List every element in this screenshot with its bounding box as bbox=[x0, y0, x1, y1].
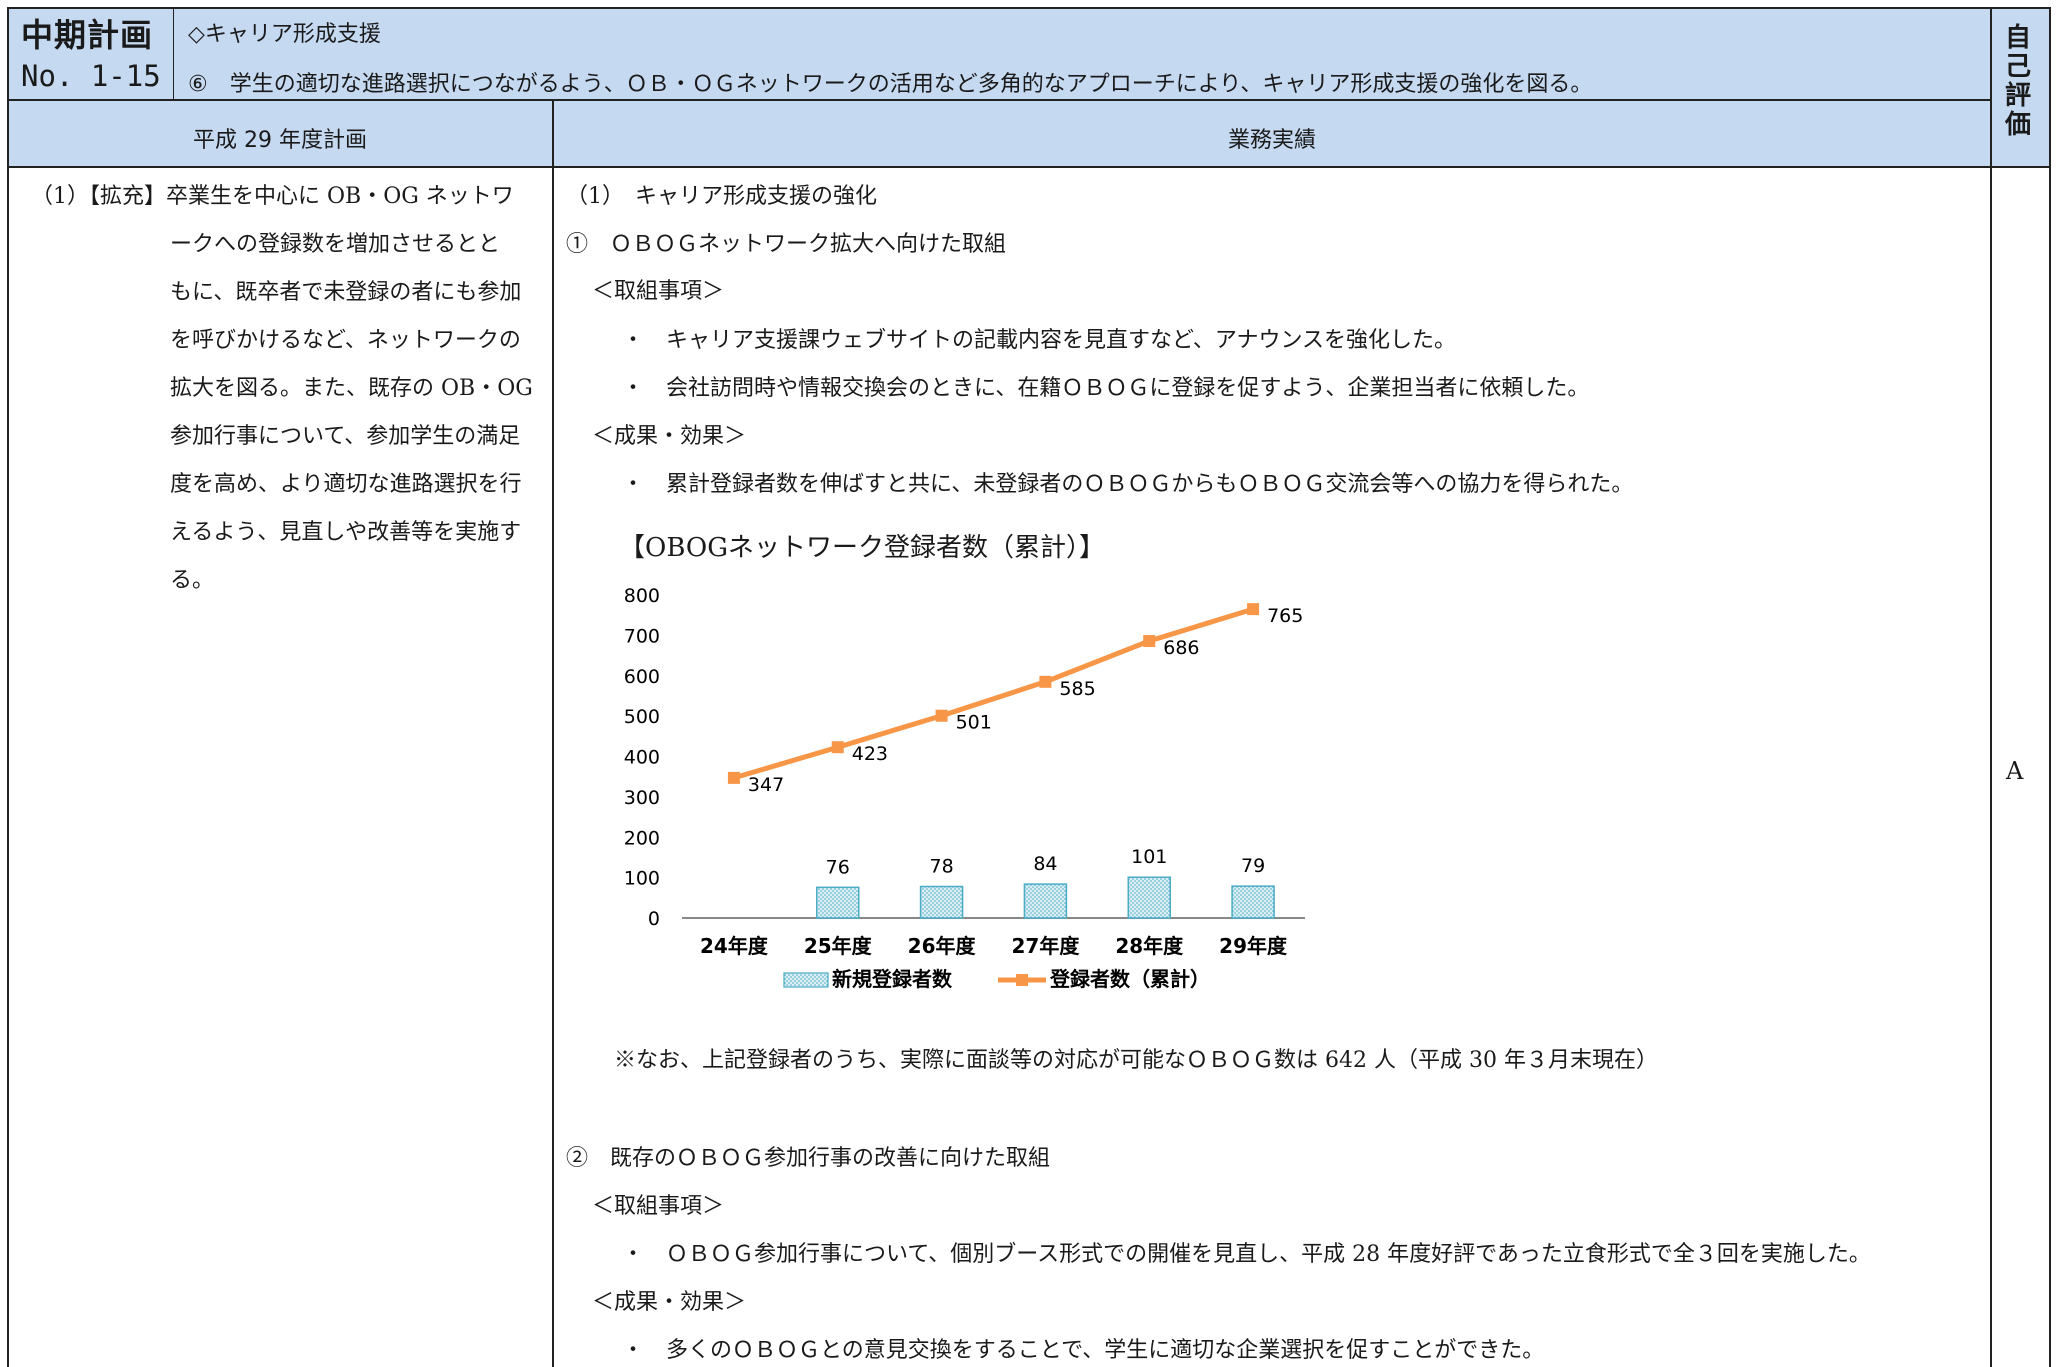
self-eval-char: 自 bbox=[2004, 23, 2031, 53]
plan-line: 拡大を図る。また、既存の OB・OG bbox=[170, 376, 533, 401]
legend-label: 登録者数（累計） bbox=[1049, 967, 1210, 991]
chart-title: 【OBOGネットワーク登録者数（累計）】 bbox=[619, 533, 1105, 563]
y-tick-label: 100 bbox=[624, 868, 660, 890]
y-tick-label: 600 bbox=[624, 666, 660, 688]
column-header-divider bbox=[7, 166, 2051, 168]
bar-data-label: 101 bbox=[1131, 846, 1167, 868]
item2-title: ② 既存のＯＢＯＧ参加行事の改善に向けた取組 bbox=[566, 1146, 1051, 1171]
plan-line: （1）【拡充】卒業生を中心に OB・OG ネットワ bbox=[31, 184, 514, 209]
y-tick-label: 500 bbox=[624, 706, 660, 728]
column-header-plan: 平成 29 年度計画 bbox=[193, 128, 367, 153]
self-eval-char: 己 bbox=[2004, 52, 2031, 83]
results-heading: （1） キャリア形成支援の強化 bbox=[566, 184, 877, 209]
column-divider-plan bbox=[552, 99, 554, 1367]
y-tick-label: 300 bbox=[624, 787, 660, 809]
plan-line: る。 bbox=[170, 568, 215, 593]
line-marker bbox=[831, 741, 844, 754]
item1-effect: ・ 累計登録者数を伸ばすと共に、未登録者のＯＢＯＧからもＯＢＯＧ交流会等への協力… bbox=[622, 472, 1634, 497]
line-data-label: 585 bbox=[1059, 678, 1095, 700]
plan-line: もに、既卒者で未登録の者にも参加 bbox=[170, 280, 522, 305]
x-tick-label: 26年度 bbox=[908, 934, 977, 958]
item2-effect: ・ 多くのＯＢＯＧとの意見交換をすることで、学生に適切な企業選択を促すことができ… bbox=[622, 1338, 1545, 1363]
line-marker bbox=[1247, 603, 1260, 616]
line-data-label: 686 bbox=[1163, 637, 1199, 659]
plan-line: 度を高め、より適切な進路選択を行 bbox=[170, 472, 522, 497]
line-marker bbox=[935, 709, 948, 722]
item1-action: ・ キャリア支援課ウェブサイトの記載内容を見直すなど、アナウンスを強化した。 bbox=[622, 328, 1457, 353]
line-marker bbox=[1039, 675, 1052, 688]
item2-action: ・ ＯＢＯＧ参加行事について、個別ブース形式での開催を見直し、平成 28 年度好… bbox=[622, 1242, 1871, 1267]
x-tick-label: 25年度 bbox=[804, 934, 873, 958]
header-band bbox=[7, 7, 2050, 167]
y-tick-label: 700 bbox=[624, 625, 660, 647]
legend-swatch-bar bbox=[783, 972, 829, 988]
table-border-right bbox=[2049, 7, 2051, 1367]
item1-title: ① ＯＢＯＧネットワーク拡大へ向けた取組 bbox=[566, 232, 1007, 257]
legend-label: 新規登録者数 bbox=[832, 967, 953, 991]
bar-data-label: 84 bbox=[1033, 853, 1057, 875]
plan-line: えるよう、見直しや改善等を実施す bbox=[170, 520, 522, 545]
x-tick-label: 24年度 bbox=[700, 934, 769, 958]
line-data-label: 501 bbox=[956, 712, 992, 734]
bar-data-label: 78 bbox=[929, 856, 953, 878]
column-header-results: 業務実績 bbox=[1227, 128, 1316, 153]
y-tick-label: 400 bbox=[624, 747, 660, 769]
bar bbox=[816, 886, 860, 919]
y-tick-label: 0 bbox=[648, 908, 660, 930]
registrations-chart: 0 100 200 300 400 500 600 700 800 24年度 25年度 26年度 27年… bbox=[624, 585, 1305, 991]
item2-actions-label: ＜取組事項＞ bbox=[592, 1194, 725, 1219]
item1-action: ・ 会社訪問時や情報交換会のときに、在籍ＯＢＯＧに登録を促すよう、企業担当者に依… bbox=[622, 376, 1590, 401]
plan-line: 参加行事について、参加学生の満足 bbox=[170, 424, 521, 449]
item1-actions-label: ＜取組事項＞ bbox=[592, 279, 725, 304]
item2-effects-label: ＜成果・効果＞ bbox=[592, 1290, 747, 1315]
bar-data-label: 79 bbox=[1241, 855, 1265, 877]
line-data-label: 423 bbox=[852, 743, 888, 765]
bar bbox=[1023, 883, 1068, 919]
bar bbox=[919, 885, 964, 919]
line-marker bbox=[727, 771, 740, 784]
category-label: ◇キャリア形成支援 bbox=[188, 22, 381, 47]
x-tick-label: 27年度 bbox=[1011, 934, 1080, 958]
table-border-left bbox=[7, 7, 9, 1367]
bar bbox=[1127, 876, 1171, 919]
bar-data-label: 76 bbox=[826, 856, 850, 878]
column-divider-eval bbox=[1990, 7, 1992, 1367]
plan-line: ークへの登録数を増加させるとと bbox=[170, 232, 501, 257]
line-marker bbox=[1143, 635, 1156, 648]
goal-text: ⑥ 学生の適切な進路選択につながるよう、ＯＢ・ＯＧネットワークの活用など多角的な… bbox=[188, 72, 1593, 97]
plan-id-divider bbox=[173, 7, 174, 100]
y-tick-label: 200 bbox=[624, 827, 660, 849]
cumulative-line bbox=[733, 606, 1254, 781]
plan-line: を呼びかけるなど、ネットワークの bbox=[170, 328, 521, 353]
item1-effects-label: ＜成果・効果＞ bbox=[592, 424, 747, 449]
self-eval-char: 評 bbox=[2004, 81, 2031, 112]
item1-note: ※なお、上記登録者のうち、実際に面談等の対応が可能なＯＢＯＧ数は 642 人（平… bbox=[614, 1048, 1658, 1073]
self-eval-char: 価 bbox=[2004, 110, 2031, 141]
x-tick-label: 28年度 bbox=[1115, 934, 1184, 958]
bar bbox=[1231, 885, 1275, 919]
header-divider bbox=[7, 99, 1991, 101]
line-data-label: 347 bbox=[748, 774, 784, 796]
plan-number: No. 1-15 bbox=[21, 59, 161, 93]
self-eval-header: 自 己 評 価 bbox=[1998, 23, 2038, 141]
table-border-top bbox=[7, 7, 2051, 9]
y-tick-label: 800 bbox=[624, 585, 660, 607]
legend-swatch-marker bbox=[1016, 974, 1028, 986]
line-data-label: 765 bbox=[1267, 605, 1303, 627]
plan-title: 中期計画 bbox=[21, 16, 154, 54]
x-tick-label: 29年度 bbox=[1219, 934, 1288, 958]
self-eval-grade: A bbox=[2006, 757, 2024, 785]
